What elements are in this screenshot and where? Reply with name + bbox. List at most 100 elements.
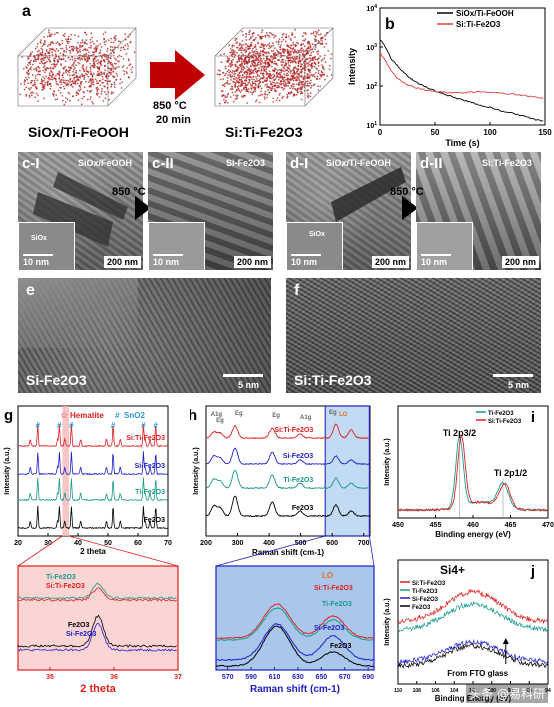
cube-left-dot [61,74,64,76]
cube-left-dot [74,80,77,83]
cube-left-dot [100,46,103,48]
cube-right-dot [301,49,303,52]
cube-left-dot [31,79,34,82]
cube-right-dot [316,58,319,61]
cube-left-dot [48,50,51,52]
cube-right-dot [261,93,264,96]
cube-left-dot [60,81,63,83]
cube-right-dot [224,65,227,68]
cube-left-dot [25,86,27,89]
cube-right-dot [240,56,243,59]
cube-right-dot [262,57,265,60]
cube-left-dot [87,75,90,78]
panel-h-zoom-series [215,606,374,642]
panel-j-ylabel: Intensity (a.u.) [384,598,391,645]
cube-right-dot [301,58,304,61]
cube-right-dot [229,75,232,78]
panel-a: a 850 °C 20 min SiOx/Ti-FeOOH Si:Ti-Fe2O… [0,0,365,150]
cube-right-dot [251,91,254,94]
panel-j-xtick-label: 98 [508,688,514,694]
cube-left-dot [49,41,52,44]
panel-h-zoom-connector [368,535,375,567]
panel-g-xtick-label: 60 [134,540,142,547]
cube-left-dot [49,83,52,85]
cube-right-dot [285,62,287,65]
cube-left-dot [75,49,78,51]
cube-right-dot [243,71,246,73]
cube-right-dot [279,76,282,78]
cube-right-dot [271,81,274,83]
cube-right-dot [308,70,310,73]
panel-j-legend-label: Si:Ti-Fe2O3 [412,581,446,587]
cube-left-dot [110,85,112,88]
cube-left-dot [104,64,107,67]
cube-right-dot [272,45,275,47]
panel-j-label: j [530,563,535,580]
panel-g-zoom-xtick-label: 35 [46,674,54,681]
cube-left-dot [72,63,75,65]
cube-left-dot [45,50,48,53]
cube-left-dot [87,71,90,74]
panel-g-xlabel: 2 theta [80,547,106,556]
cube-left-dot [32,63,34,66]
cube-right-dot [311,66,313,69]
panel-h-zoom-series [215,623,375,662]
cube-right-dot [302,39,305,42]
cube-right-dot [260,31,263,34]
cube-left-dot [104,91,106,93]
cube-right-dot [274,90,277,93]
cube-left-dot [118,54,121,57]
cube-right-dot [258,52,260,55]
panel-g-sno2-marker: # [153,421,158,430]
cube-left-dot [41,51,44,54]
cube-left-dot [75,64,77,67]
cube-left-dot [83,53,85,56]
cube-left-dot [44,84,46,86]
cube-right-dot [218,102,221,105]
cube-left-dot [76,79,78,82]
cube-left-dot [115,78,118,81]
cube-left-dot [58,71,61,74]
cube-left-dot [101,87,103,90]
cube-left-dot [82,67,85,70]
cube-right-dot [242,76,245,79]
cube-right-dot [268,52,270,55]
cube-right-dot [240,89,243,92]
cube-left-dot [27,76,30,79]
cube-right-dot [276,82,279,84]
panel-h-zoom-label: Ti-Fe2O3 [322,601,352,608]
cube-left-dot [113,36,116,38]
cube-right-dot [240,46,243,49]
cube-right-dot [234,91,237,93]
cube-left-dot [75,91,78,94]
cube-right-dot [242,53,244,56]
cube-right-dot [311,43,314,46]
cube-left-dot [96,80,98,82]
cube-left-dot [66,73,69,76]
cube-left-dot [35,92,38,95]
cube-left-dot [65,50,67,53]
cube-left-dot [51,51,54,54]
cube-right-dot [317,69,320,72]
cube-right-dot [235,65,238,68]
cube-right-dot [241,74,244,77]
cube-left-dot [41,45,44,48]
cube-left-dot [99,84,102,87]
cube-right-dot [309,47,312,49]
cube-left-dot [43,77,46,80]
panel-c-I-title: SiOx/FeOOH [78,158,133,168]
panel-g-series-line [17,477,168,502]
cube-right-dot [297,65,300,68]
cube-left-dot [126,72,128,75]
cube-left-dot [100,71,103,74]
cube-right-dot [293,67,295,70]
cube-right-dot [297,60,300,62]
cube-right-dot [307,73,310,76]
cube-right-dot [245,70,248,73]
cube-left-dot [68,49,71,52]
cube-left-dot [115,58,118,61]
cube-right-dot [310,32,313,35]
cube-right-dot [321,72,324,74]
cube-right-dot [269,31,271,34]
cube-right-dot [257,42,259,45]
